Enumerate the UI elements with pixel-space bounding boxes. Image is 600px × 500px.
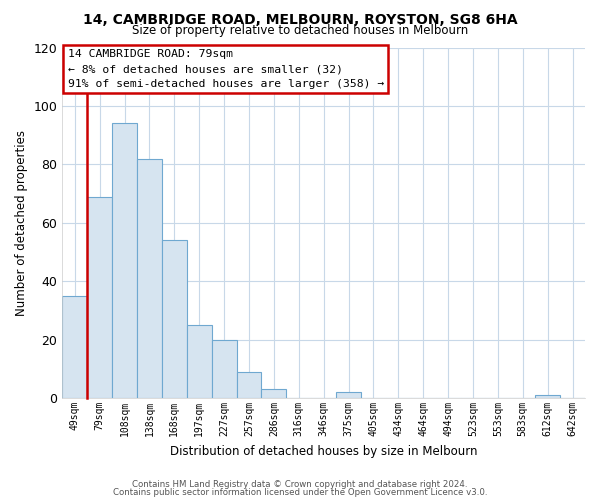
Bar — [236, 372, 262, 398]
Bar — [212, 340, 236, 398]
Bar — [87, 196, 112, 398]
Text: Contains HM Land Registry data © Crown copyright and database right 2024.: Contains HM Land Registry data © Crown c… — [132, 480, 468, 489]
Text: 14 CAMBRIDGE ROAD: 79sqm
← 8% of detached houses are smaller (32)
91% of semi-de: 14 CAMBRIDGE ROAD: 79sqm ← 8% of detache… — [68, 50, 384, 89]
Bar — [535, 395, 560, 398]
Bar — [137, 158, 162, 398]
Bar — [162, 240, 187, 398]
Bar — [336, 392, 361, 398]
Text: 14, CAMBRIDGE ROAD, MELBOURN, ROYSTON, SG8 6HA: 14, CAMBRIDGE ROAD, MELBOURN, ROYSTON, S… — [83, 12, 517, 26]
Bar — [262, 390, 286, 398]
Bar — [62, 296, 87, 398]
Text: Contains public sector information licensed under the Open Government Licence v3: Contains public sector information licen… — [113, 488, 487, 497]
Bar — [112, 124, 137, 398]
Bar — [187, 325, 212, 398]
Text: Size of property relative to detached houses in Melbourn: Size of property relative to detached ho… — [132, 24, 468, 37]
Y-axis label: Number of detached properties: Number of detached properties — [15, 130, 28, 316]
X-axis label: Distribution of detached houses by size in Melbourn: Distribution of detached houses by size … — [170, 444, 478, 458]
